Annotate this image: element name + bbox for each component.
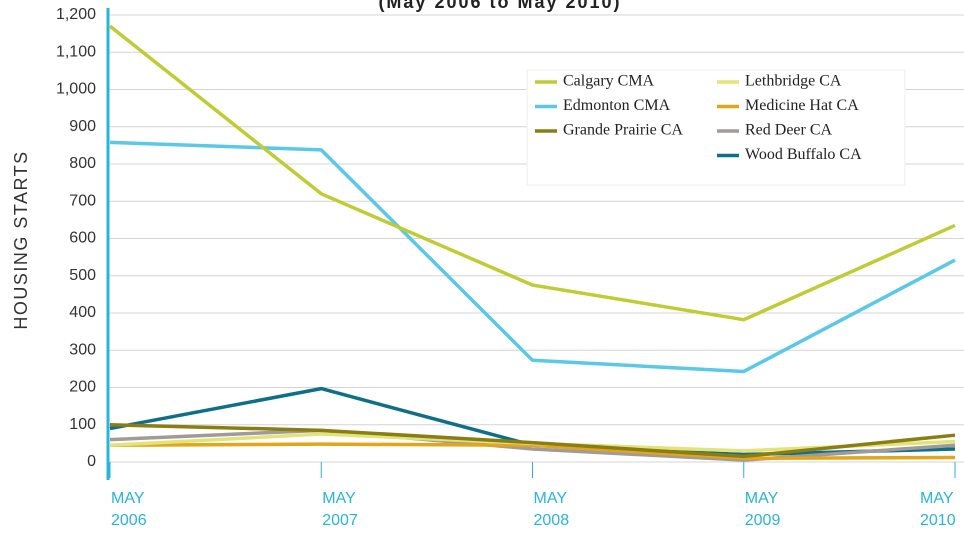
legend-label: Red Deer CA: [745, 122, 833, 139]
legend-box: [526, 69, 906, 186]
legend-label: Medicine Hat CA: [745, 97, 859, 114]
y-axis-label: HOUSING STARTS: [11, 150, 31, 329]
y-tick-label: 0: [87, 453, 96, 470]
y-tick-label: 1,200: [56, 6, 96, 23]
legend-label: Calgary CMA: [563, 73, 655, 90]
y-tick-label: 100: [69, 416, 96, 433]
x-tick-label: MAY 2007: [322, 490, 358, 529]
legend-label: Grande Prairie CA: [563, 122, 683, 139]
x-tick-label: MAY 2010: [920, 490, 956, 529]
series-line: [108, 24, 956, 322]
y-tick-label: 700: [69, 192, 96, 209]
x-tick-label: MAY 2006: [111, 490, 147, 529]
y-tick-label: 200: [69, 379, 96, 396]
series-line: [109, 140, 956, 374]
chart-subtitle: (May 2006 to May 2010): [378, 0, 621, 12]
series-line: [109, 423, 956, 459]
x-tick-label: MAY 2009: [744, 490, 781, 529]
y-tick-label: 400: [69, 304, 96, 321]
legend-label: Lethbridge CA: [745, 73, 842, 90]
legend: Calgary CMA Edmonton CMA Grande Prairie CA…: [526, 69, 906, 186]
legend-label: Edmonton CMA: [563, 97, 671, 114]
legend-label: Wood Buffalo CA: [745, 146, 862, 163]
y-tick-label: 500: [69, 267, 96, 284]
y-tick-label: 900: [69, 118, 96, 135]
y-tick-label: 300: [69, 341, 96, 358]
y-tick-label: 1,100: [56, 43, 96, 60]
x-tick-label: MAY 2008: [533, 490, 570, 529]
y-tick-label: 600: [69, 230, 96, 247]
y-tick-label: 800: [69, 155, 96, 172]
series-line: [109, 442, 956, 461]
y-tick-label: 1,000: [56, 81, 96, 98]
series-line: [109, 428, 956, 462]
